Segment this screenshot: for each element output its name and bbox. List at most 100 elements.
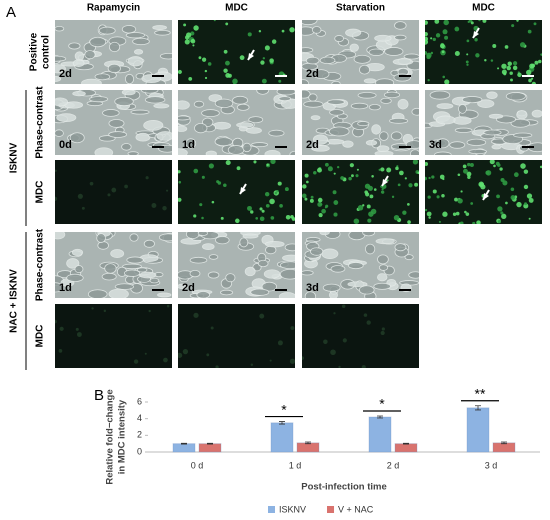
cell [342,140,354,148]
fluorescence [506,65,511,71]
cell [205,150,217,155]
fluorescence [148,309,151,313]
fluorescence [516,201,522,208]
fluorescence [395,166,399,171]
fluorescence [501,69,507,75]
fluorescence [285,214,291,220]
cell [185,138,197,149]
cell [278,292,295,298]
day-label: 1d [59,282,72,294]
fluorescence [439,43,445,49]
row-label: Phase-contrast [35,228,46,301]
cell [435,115,456,125]
fluorescence [526,193,533,199]
fluorescence [264,45,270,51]
fluorescence [306,180,309,184]
cell [94,147,114,155]
micrograph [425,160,542,224]
fluorescence [107,193,111,197]
fluorescence [278,79,282,83]
cell [310,247,324,256]
fluorescence [534,60,539,65]
fluorescence [524,202,528,206]
fluorescence [270,216,275,220]
cell [257,259,269,268]
cell [178,115,191,121]
row-label: MDC [35,181,46,204]
fluorescence [527,29,532,34]
fluorescence [441,193,445,198]
cell [98,26,116,35]
cell [279,261,295,270]
fluorescence [276,189,279,193]
fluorescence [393,215,400,221]
cell [136,267,148,273]
significance: * [281,401,287,417]
error-bar [181,442,187,445]
cell [250,288,270,296]
fluorescence [444,79,450,84]
column-header: MDC [225,3,248,14]
cell [143,239,155,248]
fluorescence [178,197,182,202]
cell [312,69,330,79]
fluorescence [397,183,401,187]
fluorescence [457,173,461,177]
fluorescence [357,205,364,211]
fluorescence [509,71,513,75]
fluorescence [145,176,149,180]
cell [124,73,135,84]
cell [84,50,96,60]
cell [374,34,392,42]
fluorescence [407,202,410,206]
fluorescence [291,217,295,221]
fluorescence [512,65,518,71]
y-axis-title: Relative fold−change [105,389,116,484]
fluorescence [466,39,470,43]
fluorescence [193,214,197,218]
cell [143,120,164,131]
fluorescence [497,163,501,167]
cell [178,100,190,110]
cell [55,232,66,240]
cell [129,233,139,242]
y-tick-label: 6 [137,396,142,406]
cell [201,109,220,118]
fluorescence [501,63,507,69]
fluorescence [435,33,441,38]
fluorescence [178,69,182,75]
cell [256,90,270,95]
micrograph [425,90,542,155]
fluorescence [204,76,208,80]
cell [55,64,66,74]
fluorescence [386,167,392,173]
fluorescence [365,192,370,197]
fluorescence [528,217,531,220]
cell [242,233,259,239]
micrograph [55,90,172,155]
cell [429,90,451,100]
fluorescence [351,174,354,178]
cell [449,141,466,149]
fluorescence [225,60,230,66]
fluorescence [417,171,419,175]
arrow-head [382,179,388,186]
cell [214,137,233,147]
fluorescence [442,75,446,79]
micrograph [55,160,172,224]
fluorescence [223,68,228,73]
fluorescence [281,29,285,33]
cell [55,75,62,82]
fluorescence [467,162,471,167]
fluorescence [260,60,265,65]
fluorescence [364,183,371,189]
cell [362,232,376,237]
fluorescence [274,191,278,195]
fluorescence [408,183,413,188]
cell [345,28,362,37]
fluorescence [455,211,460,216]
fluorescence [407,220,411,224]
cell [264,240,285,248]
fluorescence [277,340,283,346]
cell [319,232,330,236]
